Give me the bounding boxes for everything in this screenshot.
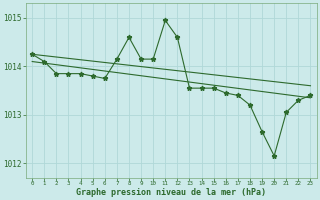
X-axis label: Graphe pression niveau de la mer (hPa): Graphe pression niveau de la mer (hPa)	[76, 188, 266, 197]
